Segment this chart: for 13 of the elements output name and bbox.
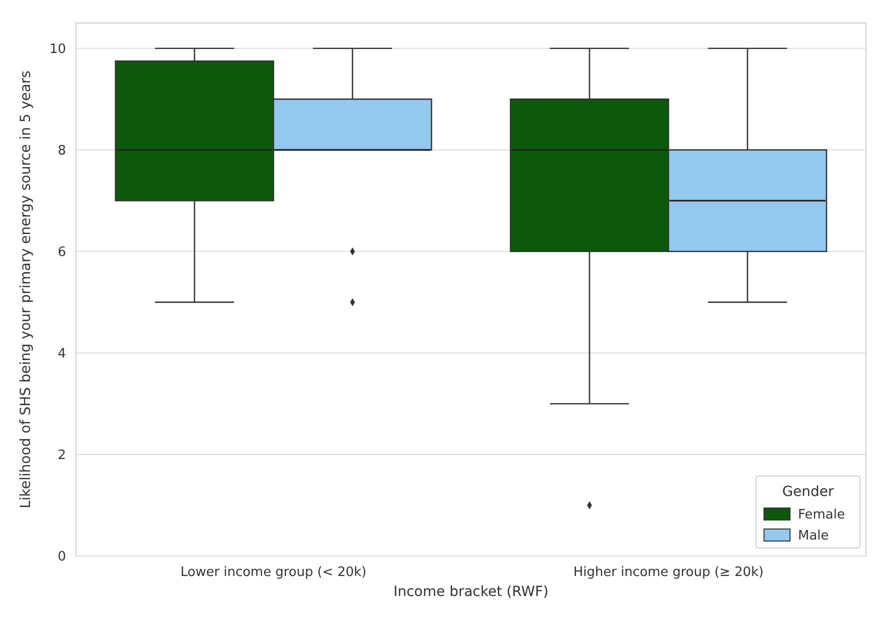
y-tick-label: 0 — [58, 550, 66, 565]
y-tick-label: 10 — [49, 42, 66, 57]
x-tick-label: Higher income group (≥ 20k) — [573, 565, 764, 580]
legend-label: Female — [798, 508, 846, 523]
legend-label: Male — [798, 528, 829, 544]
y-tick-label: 4 — [58, 346, 66, 362]
y-tick-label: 6 — [58, 244, 66, 260]
legend-title: Gender — [782, 484, 834, 500]
x-axis-title: Income bracket (RWF) — [393, 584, 549, 600]
y-axis-title: Likelihood of SHS being your primary energy source in 5 years — [18, 70, 34, 508]
y-tick-label: 2 — [58, 448, 66, 464]
y-tick-label: 8 — [58, 143, 66, 158]
x-tick-label: Lower income group (< 20k) — [180, 565, 366, 580]
